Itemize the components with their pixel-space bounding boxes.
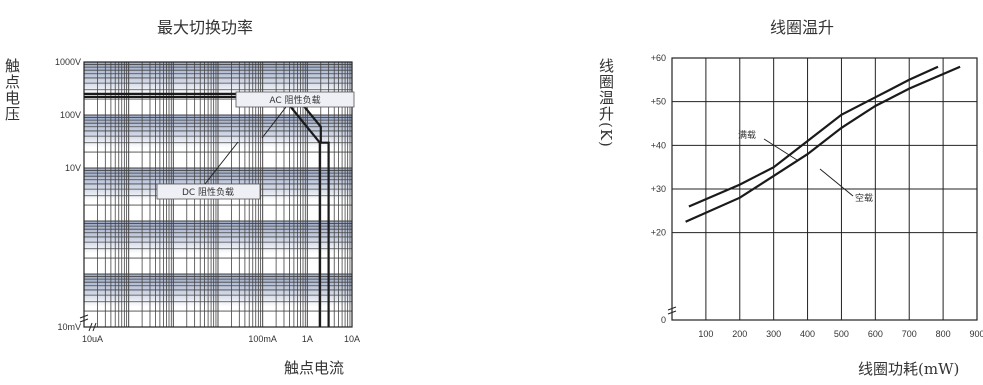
y-axis-break <box>667 306 677 315</box>
chart2-title: 线圈温升 <box>770 18 835 37</box>
x-tick-label: 1A <box>302 334 313 344</box>
no-load-leader <box>819 168 854 197</box>
y-tick-label: 0 <box>661 315 666 325</box>
y-tick-label: +50 <box>651 97 666 107</box>
x-axis-break <box>88 322 97 332</box>
ac-label-box <box>235 91 355 108</box>
x-tick-label: 300 <box>766 329 781 339</box>
x-tick-label: 10A <box>344 334 360 344</box>
x-tick-label: 700 <box>902 329 917 339</box>
chart1-plot: 10mV 10V 100V 1000V 10uA 100mA 1A 10A AC 阻性负载 DC … <box>55 57 360 344</box>
x-tick-label: 100mA <box>248 334 277 344</box>
y-tick-label: 10V <box>65 163 81 173</box>
x-tick-label: 10uA <box>82 334 103 344</box>
no-load-label: 空载 <box>855 192 873 204</box>
dc-label-box <box>156 183 261 200</box>
dc-leader-line <box>204 141 239 185</box>
x-tick-label: 100 <box>698 329 713 339</box>
x-tick-label: 500 <box>834 329 849 339</box>
dc-series-label: DC 阻性负载 <box>182 186 234 198</box>
y-tick-label: +30 <box>651 184 666 194</box>
series-line-full-load <box>688 65 939 208</box>
ac-series-label: AC 阻性负载 <box>269 94 320 106</box>
chart2-ylabel: 线圈温升(K) <box>597 58 615 148</box>
chart2-xlabel: 线圈功耗(mW) <box>858 360 960 378</box>
plot-frame <box>83 61 353 328</box>
series-line-no-load <box>685 65 961 223</box>
chart1-title: 最大切换功率 <box>157 18 254 37</box>
chart1-ylabel: 触点电压 <box>3 58 21 122</box>
chart2-plot: 100 200 300 400 500 600 700 800 900 0 +20 +30 +40 +50… <box>651 53 983 339</box>
y-axis-break <box>79 314 89 323</box>
ac-leader-line <box>261 106 287 139</box>
x-tick-label: 200 <box>732 329 747 339</box>
y-tick-label: 1000V <box>55 57 81 67</box>
full-load-leader <box>763 138 798 161</box>
full-load-label: 满载 <box>738 129 756 141</box>
y-tick-label: +20 <box>651 228 666 238</box>
chart1-xlabel: 触点电流 <box>284 359 345 377</box>
x-tick-label: 900 <box>969 329 983 339</box>
y-tick-label: +40 <box>651 140 666 150</box>
x-tick-label: 800 <box>936 329 951 339</box>
y-tick-label: 10mV <box>57 322 81 332</box>
x-tick-label: 400 <box>800 329 815 339</box>
y-tick-label: 100V <box>60 110 81 120</box>
series-line-dc <box>84 95 321 327</box>
x-tick-label: 600 <box>868 329 883 339</box>
y-tick-label: +60 <box>651 53 666 63</box>
